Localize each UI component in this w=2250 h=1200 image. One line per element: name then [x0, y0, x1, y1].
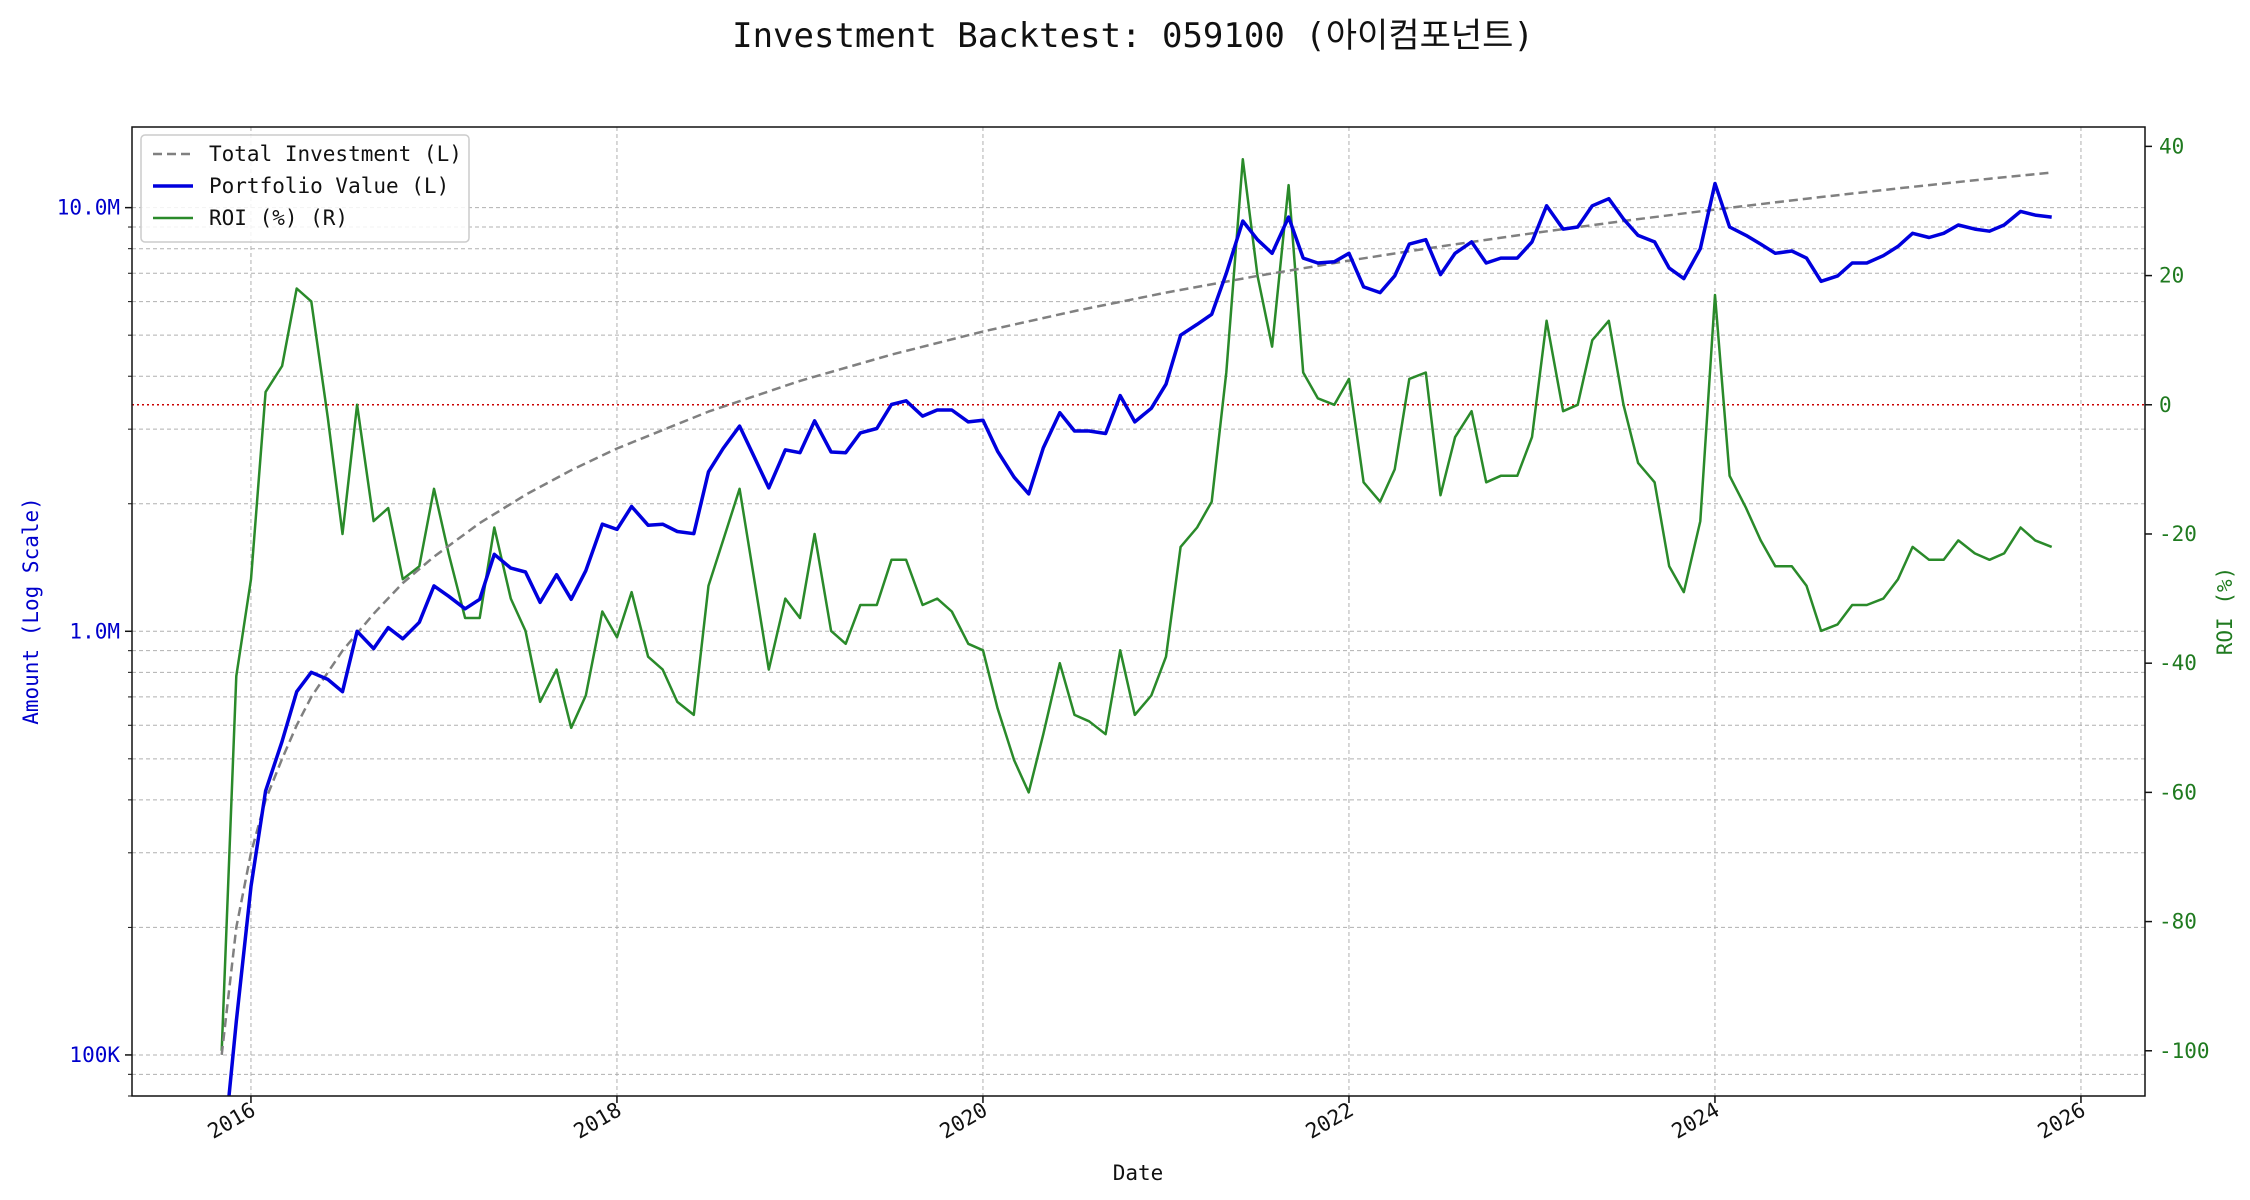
x-axis-label: Date	[1113, 1161, 1164, 1185]
right-axis: -100 -80 -60 -40 -20 0 20 40	[2145, 134, 2210, 1063]
right-tick-label: 40	[2159, 134, 2184, 158]
right-tick-label: 20	[2159, 264, 2184, 288]
right-tick-label: -60	[2159, 780, 2197, 804]
series-roi-line	[220, 158, 2053, 1051]
right-tick-label: -40	[2159, 651, 2197, 675]
left-axis: 100K 1.0M 10.0M	[57, 196, 132, 1097]
legend: Total Investment (L) Portfolio Value (L)…	[140, 134, 470, 243]
grid-layer	[132, 127, 2145, 1097]
chart-title: Investment Backtest: 059100 (아이컴포넌트)	[732, 16, 1534, 56]
x-tick-label: 2024	[1668, 1098, 1724, 1144]
series-layer	[220, 158, 2053, 1097]
right-tick-label: 0	[2159, 393, 2172, 417]
x-tick-label: 2020	[936, 1098, 992, 1144]
x-tick-label: 2026	[2034, 1098, 2090, 1144]
series-portfolio-value-line	[227, 181, 2052, 1097]
series-total-investment-line	[220, 171, 2052, 1056]
right-axis-label: ROI (%)	[2213, 567, 2237, 656]
legend-label-total-investment: Total Investment (L)	[209, 142, 462, 166]
plot-frame	[131, 126, 2146, 1097]
legend-label-portfolio-value: Portfolio Value (L)	[209, 174, 449, 198]
legend-box	[140, 134, 470, 243]
left-tick-label: 10.0M	[57, 196, 120, 220]
right-tick-label: -100	[2159, 1039, 2210, 1063]
left-tick-label: 1.0M	[69, 619, 120, 643]
x-tick-label: 2018	[570, 1098, 626, 1144]
legend-label-roi: ROI (%) (R)	[209, 206, 348, 230]
x-tick-label: 2022	[1302, 1098, 1358, 1144]
left-tick-label: 100K	[69, 1043, 120, 1067]
right-tick-label: -80	[2159, 910, 2197, 934]
x-axis: 2016 2018 2020 2022 2024 2026	[204, 1096, 2090, 1144]
x-tick-label: 2016	[204, 1098, 260, 1144]
right-tick-label: -20	[2159, 522, 2197, 546]
left-axis-label: Amount (Log Scale)	[19, 497, 43, 725]
